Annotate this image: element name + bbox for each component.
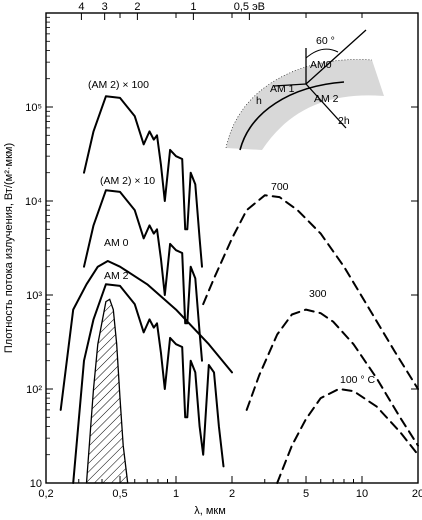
x-axis-title: λ, мкм [194,505,226,517]
x-tick-label: 10 [356,488,368,500]
series-line-1 [83,189,203,362]
x-tick-label: 0,5 [112,488,127,500]
y-axis-title: Плотность потока излучения, Вт/(м²·мкм) [3,143,15,353]
inset-label-angle: 60 ° [316,35,335,47]
top-axis-label: 1 [190,1,196,13]
label-am0: AM 0 [104,237,129,249]
y-tick-label: 10⁴ [25,196,42,208]
inset-label-h: h [256,95,262,107]
series-line-4 [202,194,419,390]
x-tick-label: 20 [412,488,422,500]
series-line-2 [59,260,233,411]
inset-ray-am2 [305,29,367,85]
series-line-5 [245,308,419,447]
x-tick-label: 5 [303,488,309,500]
tick-labels: 0,2 0,5 1 2 5 10 20 10 10² 10³ 10⁴ 10⁵ [25,102,422,500]
x-tick-label: 0,2 [38,488,53,500]
inset-path-am2 [305,83,347,129]
series-line-6 [276,388,419,484]
top-axis-label: 4 [78,1,84,13]
label-300: 300 [309,288,327,300]
label-700: 700 [271,181,289,193]
inset-label-2h: 2h [338,115,350,127]
y-tick-label: 10⁵ [25,102,42,114]
top-axis: 4 3 2 1 0,5 эВ [78,1,265,20]
label-am2: AM 2 [104,270,129,282]
inset-label-am0: AM0 [310,59,332,71]
inset-atmosphere-top [225,59,373,149]
inset-ray-am1 [273,83,307,87]
y-tick-label: 10³ [26,290,42,302]
top-axis-label: 0,5 эВ [234,1,265,13]
inset-angle-arc [305,48,339,59]
x-tick-label: 2 [229,488,235,500]
series-hatched-region [85,298,129,484]
ticks [45,13,419,484]
label-am2x100: (AM 2) × 100 [88,79,149,91]
inset-label-am2: AM 2 [314,93,339,105]
atmosphere-inset: 60 ° AM0 AM 1 AM 2 h 2h [225,29,384,151]
top-axis-label: 3 [102,1,108,13]
top-axis-label: 2 [134,1,140,13]
series-group [59,95,419,484]
series-line-0 [83,95,203,268]
inset-label-am1: AM 1 [270,83,295,95]
series-line-3 [72,283,225,484]
y-tick-label: 10 [30,478,42,490]
inset-atmosphere-band [226,59,384,150]
inset-earth-surface [239,81,345,151]
label-am2x10: (AM 2) × 10 [100,175,155,187]
label-100c: 100 ° C [340,374,376,386]
x-tick-label: 1 [173,488,179,500]
y-tick-label: 10² [26,384,42,396]
